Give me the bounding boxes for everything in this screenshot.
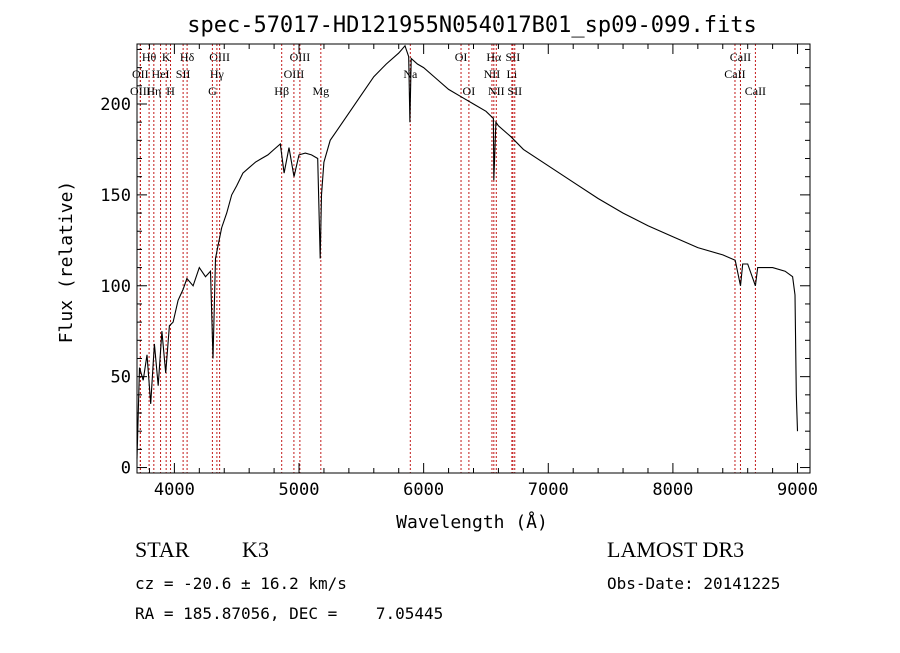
y-axis: 0 50 100 150 200 [100,48,810,479]
redshift-value: cz = -20.6 ± 16.2 km/s [135,574,347,593]
spectral-line-label: Hγ [210,67,225,81]
y-tick-label: 200 [100,95,131,115]
x-tick-label: 7000 [528,480,569,500]
spectral-line-label: H [166,84,175,98]
spectral-line-label: SII [507,84,522,98]
spectral-line-label: OIII [284,67,305,81]
chart-title: spec-57017-HD121955N054017B01_sp09-099.f… [187,13,757,38]
spectral-line-label: Hη [146,84,161,98]
spectral-line-label: SII [506,50,521,64]
survey-name: LAMOST DR3 [607,537,745,562]
observation-date: Obs-Date: 20141225 [607,574,781,593]
y-tick-label: 0 [121,459,131,479]
x-tick-label: 5000 [279,480,320,500]
spectral-line-label: HeI [152,67,170,81]
x-tick-label: 9000 [777,480,818,500]
spectral-line-label: Hβ [274,84,289,98]
spectral-line-label: SII [176,67,191,81]
spectral-line-label: Hδ [180,50,195,64]
spectral-line-label: NII [488,84,505,98]
x-axis: 4000 5000 6000 7000 8000 9000 [148,44,818,500]
spectral-line-label: OIII [290,50,311,64]
y-tick-label: 50 [111,368,131,388]
y-tick-label: 150 [100,186,131,206]
spectral-line-label: CaII [745,84,766,98]
plot-frame [136,43,811,474]
spectral-line-label: Hα [486,50,502,64]
x-axis-label: Wavelength (Å) [396,511,548,533]
spectral-line-label: CaII [724,67,745,81]
y-axis-label: Flux (relative) [56,181,77,344]
x-tick-label: 8000 [652,480,693,500]
object-class: STAR [135,537,190,562]
x-tick-label: 4000 [154,480,195,500]
spectral-line-label: K [162,50,171,64]
spectrum-line [136,44,799,459]
spectral-line-label: OI [463,84,476,98]
spectral-line-label: CaII [730,50,751,64]
spectral-line-label: OI [455,50,468,64]
x-tick-label: 6000 [403,480,444,500]
y-tick-label: 100 [100,277,131,297]
spectral-line-label: Mg [312,84,329,98]
spectral-line-label: G [208,84,217,98]
coordinates: RA = 185.87056, DEC = 7.05445 [135,604,444,623]
spectral-line-label: NII [484,67,501,81]
spectral-line-label: Hθ [142,50,157,64]
spectral-line-label: OIII [130,84,151,98]
object-subclass: K3 [242,537,269,562]
spectral-line-label: Li [507,67,518,81]
spectral-line-label: OIII [209,50,230,64]
